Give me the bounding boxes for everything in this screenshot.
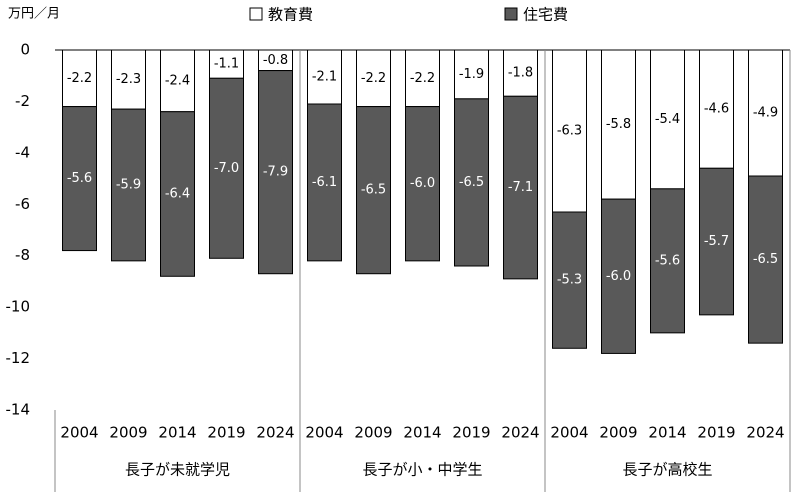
value-label: -5.3 <box>557 273 582 288</box>
bar-segment <box>699 49 734 169</box>
y-tick-label: -4 <box>15 143 30 161</box>
bar-segment <box>160 111 195 277</box>
bar-segment <box>650 188 685 334</box>
y-tick-label: -8 <box>15 246 30 264</box>
bar-segment <box>601 49 636 200</box>
x-tick-label: 2019 <box>697 424 735 442</box>
bar-segment <box>454 49 489 100</box>
x-tick-label: 2004 <box>550 424 588 442</box>
value-label: -2.2 <box>410 71 435 86</box>
value-label: -0.8 <box>263 53 288 68</box>
x-tick-label: 2009 <box>354 424 392 442</box>
group-label: 長子が未就学児 <box>125 461 230 479</box>
value-label: -6.5 <box>361 183 386 198</box>
bar-segment <box>258 70 293 275</box>
value-label: -5.4 <box>655 112 680 127</box>
bar-segment <box>62 49 97 108</box>
value-label: -1.9 <box>459 67 484 82</box>
bar-segment <box>62 106 97 252</box>
bar-segment <box>699 167 734 316</box>
value-label: -5.9 <box>116 178 141 193</box>
x-tick-label: 2019 <box>207 424 245 442</box>
x-tick-label: 2014 <box>648 424 686 442</box>
value-label: -6.0 <box>606 269 631 284</box>
x-tick-label: 2024 <box>501 424 539 442</box>
bar-segment <box>601 198 636 354</box>
y-tick-label: 0 <box>20 41 30 59</box>
legend-label: 住宅費 <box>523 6 568 24</box>
value-label: -5.7 <box>704 234 729 249</box>
value-label: -2.4 <box>165 73 190 88</box>
value-label: -2.2 <box>67 71 92 86</box>
bar-segment <box>552 211 587 349</box>
bar-segment <box>209 77 244 259</box>
y-tick-label: -10 <box>6 298 31 316</box>
value-label: -6.3 <box>557 124 582 139</box>
x-tick-label: 2009 <box>109 424 147 442</box>
legend-swatch <box>249 7 263 21</box>
group-label: 長子が小・中学生 <box>362 461 482 479</box>
value-label: -6.5 <box>753 252 778 267</box>
value-label: -2.2 <box>361 71 386 86</box>
bar-segment <box>356 49 391 108</box>
y-tick-label: -12 <box>6 349 31 367</box>
value-label: -1.1 <box>214 57 239 72</box>
x-tick-label: 2004 <box>60 424 98 442</box>
x-tick-label: 2019 <box>452 424 490 442</box>
value-label: -6.1 <box>312 175 337 190</box>
bar-segment <box>748 175 783 344</box>
value-label: -4.9 <box>753 106 778 121</box>
legend-label: 教育費 <box>268 6 313 24</box>
value-label: -5.6 <box>67 171 92 186</box>
bar-segment <box>307 103 342 262</box>
value-label: -6.5 <box>459 175 484 190</box>
value-label: -6.4 <box>165 187 190 202</box>
bar-segment <box>503 95 538 280</box>
x-tick-label: 2004 <box>305 424 343 442</box>
x-tick-label: 2009 <box>599 424 637 442</box>
x-tick-label: 2024 <box>746 424 784 442</box>
bar-segment <box>552 49 587 213</box>
value-label: -6.0 <box>410 176 435 191</box>
x-tick-label: 2014 <box>403 424 441 442</box>
value-label: -1.8 <box>508 66 533 81</box>
bar-segment <box>748 49 783 177</box>
bar-segment <box>356 106 391 275</box>
x-tick-label: 2024 <box>256 424 294 442</box>
bar-segment <box>503 49 538 97</box>
value-label: -5.8 <box>606 117 631 132</box>
value-label: -7.0 <box>214 161 239 176</box>
value-label: -2.1 <box>312 70 337 85</box>
y-tick-label: -2 <box>15 92 30 110</box>
legend-swatch <box>504 7 518 21</box>
value-label: -5.6 <box>655 253 680 268</box>
value-label: -2.3 <box>116 72 141 87</box>
y-tick-label: -14 <box>6 401 31 419</box>
x-tick-label: 2014 <box>158 424 196 442</box>
value-label: -7.9 <box>263 165 288 180</box>
bar-segment <box>454 98 489 267</box>
y-tick-label: -6 <box>15 195 30 213</box>
value-label: -7.1 <box>508 180 533 195</box>
y-axis-label: 万円／月 <box>8 7 60 22</box>
value-label: -4.6 <box>704 102 729 117</box>
bar-segment <box>405 106 440 262</box>
group-label: 長子が高校生 <box>622 461 712 479</box>
bar-segment <box>650 49 685 190</box>
bar-segment <box>111 108 146 262</box>
